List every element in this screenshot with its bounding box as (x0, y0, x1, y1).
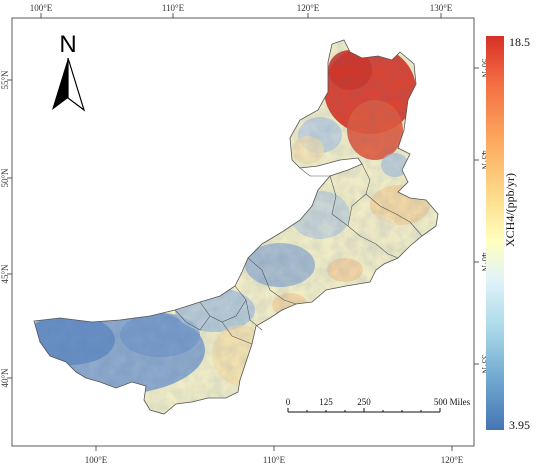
lat-label-left: 40°N (0, 368, 10, 388)
lat-label-left: 50°N (0, 168, 10, 188)
lon-label-bottom: 110°E (263, 455, 286, 465)
legend-colorbar (486, 36, 504, 430)
lon-label-top: 100°E (30, 3, 53, 13)
lat-label-right: 50°N (480, 58, 490, 78)
lon-label-bottom: 100°E (85, 455, 108, 465)
legend: 18.5 3.95 XCH4/(ppb/yr) (486, 35, 530, 432)
legend-min-label: 3.95 (509, 418, 530, 432)
graticule-ticks (7, 13, 479, 451)
lon-label-top: 120°E (297, 3, 320, 13)
scale-label: 500 Miles (434, 397, 471, 407)
scale-label: 125 (319, 397, 333, 407)
lon-label-top: 110°E (162, 3, 185, 13)
lat-label-left: 55°N (0, 70, 10, 90)
scale-label: 0 (286, 397, 291, 407)
lon-label-bottom: 120°E (441, 455, 464, 465)
legend-max-label: 18.5 (509, 35, 530, 49)
lat-label-right: 35°N (480, 354, 490, 374)
scale-bar: 0 125 250 500 Miles (286, 397, 471, 413)
legend-title: XCH4/(ppb/yr) (503, 173, 517, 247)
lon-label-top: 130°E (430, 3, 453, 13)
lat-label-right: 45°N (480, 150, 490, 170)
north-arrow-icon: N (52, 31, 86, 112)
north-arrow-letter: N (59, 31, 76, 58)
lat-label-left: 45°N (0, 264, 10, 284)
admin-boundaries (174, 163, 423, 345)
scale-label: 250 (357, 397, 371, 407)
map-frame (11, 17, 475, 447)
lat-label-right: 40°N (480, 252, 490, 272)
